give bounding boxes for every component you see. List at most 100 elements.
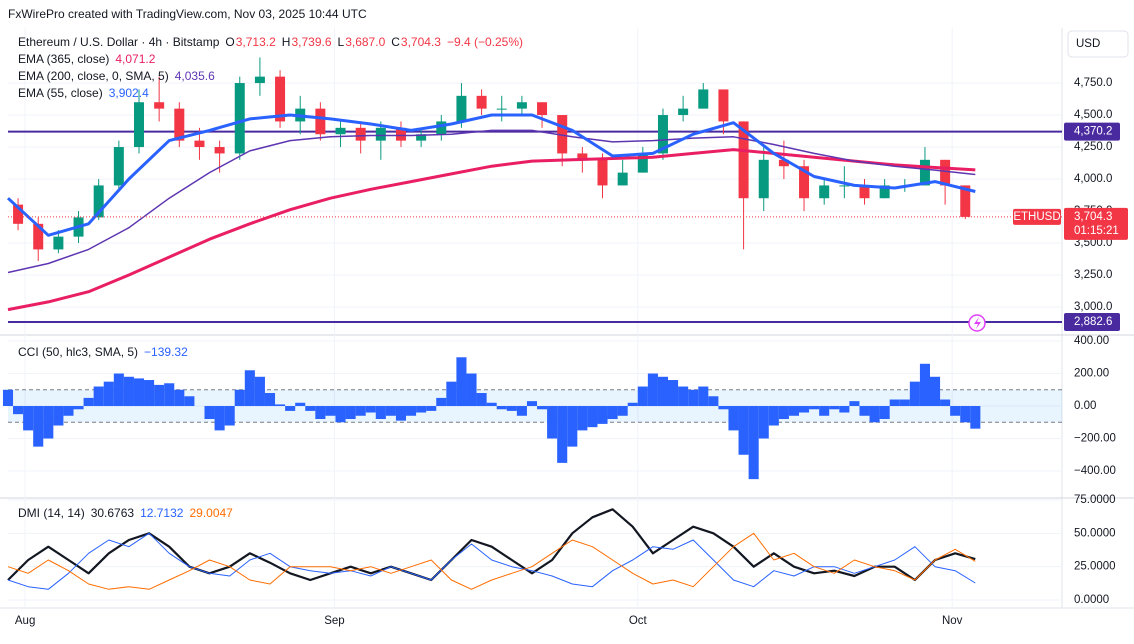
alert-icon-bolt xyxy=(974,317,981,329)
legend-name: EMA (365, close) xyxy=(18,52,109,66)
cci-bar xyxy=(698,386,709,407)
x-tick-label: Nov xyxy=(942,615,963,627)
cci-bar xyxy=(859,406,870,416)
y-tick-label: 25.0000 xyxy=(1074,561,1116,573)
price-tag xyxy=(1064,207,1128,240)
currency-button[interactable] xyxy=(1067,30,1129,58)
candle-body xyxy=(194,140,205,148)
legend-value: 3,902.4 xyxy=(109,86,149,100)
y-tick-label: 4,750.0 xyxy=(1074,77,1112,89)
candle-body xyxy=(557,115,568,154)
cci-bar xyxy=(909,381,920,407)
cci-bar xyxy=(668,380,679,407)
cci-bar xyxy=(254,376,265,407)
cci-bar xyxy=(567,406,578,447)
candle-body xyxy=(758,159,769,199)
cci-bar xyxy=(819,406,830,416)
ohlc-value: 3,713.2 xyxy=(236,35,276,49)
cci-bar xyxy=(899,399,910,407)
candle-body xyxy=(839,185,850,187)
cci-bar xyxy=(456,357,467,407)
candle-body xyxy=(496,108,507,110)
cci-bar xyxy=(275,404,286,407)
ema-line xyxy=(6,113,976,237)
candle-body xyxy=(154,102,165,109)
dmi-line xyxy=(7,508,976,582)
candle-body xyxy=(395,127,406,141)
candle-body xyxy=(335,127,346,135)
grid: 3,000.03,250.03,500.03,750.04,000.04,250… xyxy=(8,28,1116,627)
dmi-line xyxy=(7,532,976,590)
line-tag-label: 2,882.6 xyxy=(1074,316,1112,328)
cci-bar xyxy=(889,399,900,407)
y-tick-label: 0.00 xyxy=(1074,400,1096,412)
candle-body xyxy=(93,185,104,218)
cci-bar xyxy=(2,389,14,407)
cci-bar xyxy=(547,406,558,439)
cci-bar xyxy=(174,389,185,407)
cci-bar xyxy=(113,373,124,407)
cci-bar xyxy=(164,383,175,407)
cci-bar xyxy=(637,386,648,407)
cci-bar xyxy=(305,406,316,411)
cci-bar xyxy=(647,373,658,407)
cci-bar xyxy=(446,381,457,407)
candle-body xyxy=(778,159,789,167)
candle-body xyxy=(113,147,124,186)
candle-body xyxy=(174,108,185,141)
cci-bar xyxy=(607,406,618,420)
ohlc-key: L xyxy=(338,35,345,49)
cci-bar xyxy=(385,406,396,416)
cci-bar xyxy=(758,406,769,439)
cci-bar xyxy=(295,402,306,407)
cci-bar xyxy=(526,401,538,407)
cci-bar xyxy=(93,386,104,407)
y-tick-label: 3,500.0 xyxy=(1074,237,1112,249)
candle-body xyxy=(234,83,245,154)
candle-body xyxy=(355,127,366,141)
candle-body xyxy=(375,127,386,141)
y-tick-label: 400.00 xyxy=(1074,335,1109,347)
credit: FxWirePro created with TradingView.com, … xyxy=(8,7,367,21)
y-tick-label: −400.00 xyxy=(1074,465,1116,477)
cci-bar xyxy=(345,406,356,420)
cci-bar xyxy=(940,399,951,407)
legend-value: 4,071.2 xyxy=(115,52,155,66)
candle-body xyxy=(33,223,44,250)
legend-name: EMA (55, close) xyxy=(18,86,103,100)
candle-body xyxy=(315,108,326,135)
cci-bar xyxy=(234,389,245,407)
cci-bar xyxy=(73,406,84,410)
cci-bar xyxy=(395,406,407,421)
candle-body xyxy=(799,166,810,199)
cci-bar xyxy=(718,406,729,410)
candle-body xyxy=(456,95,467,122)
cci-bar xyxy=(919,363,930,407)
plots xyxy=(2,57,1062,590)
cci-bar xyxy=(829,406,840,410)
y-tick-label: 0.0000 xyxy=(1074,594,1109,606)
ema-line xyxy=(7,129,976,274)
cci-bar xyxy=(960,406,971,423)
y-tick-label: 3,000.0 xyxy=(1074,301,1112,313)
ohlc-value: 3,687.0 xyxy=(345,35,385,49)
ohlc-value: 3,704.3 xyxy=(401,35,441,49)
candle-body xyxy=(960,185,971,217)
y-tick-label: 4,250.0 xyxy=(1074,141,1112,153)
cci-bar xyxy=(506,406,517,411)
candle-body xyxy=(436,121,447,135)
symbol-tag xyxy=(1013,208,1061,225)
ema-line xyxy=(7,148,976,312)
candle-body xyxy=(13,204,24,224)
cci-bar xyxy=(33,406,44,447)
currency-label[interactable]: USD xyxy=(1076,38,1100,50)
price-tag-label: 3,704.3 xyxy=(1074,211,1112,223)
legend-title: DMI (14, 14) xyxy=(18,506,85,520)
cci-bar xyxy=(678,386,689,407)
cci-bar xyxy=(627,402,638,407)
cci-bar xyxy=(537,406,548,410)
candle-body xyxy=(275,76,286,122)
legend-title: CCI (50, hlc3, SMA, 5) xyxy=(18,345,138,359)
